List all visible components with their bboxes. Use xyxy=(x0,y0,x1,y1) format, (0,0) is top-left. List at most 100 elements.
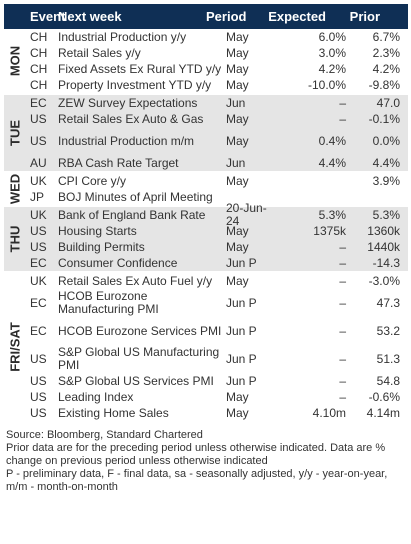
period-cell: May xyxy=(226,77,249,92)
day-label: TUE xyxy=(4,95,26,171)
prior-cell: 3.9% xyxy=(372,173,400,188)
prior-cell: 47.3 xyxy=(376,295,400,310)
period-cell: May xyxy=(226,239,249,254)
table-row: UK Retail Sales Ex Auto Fuel y/y May – -3.0% xyxy=(26,273,408,289)
country-cell: US xyxy=(30,405,47,420)
prior-cell: 4.2% xyxy=(372,61,400,76)
expected-cell: – xyxy=(339,351,346,366)
period-cell: May xyxy=(226,29,249,44)
event-cell: Industrial Production m/m xyxy=(58,133,195,148)
event-cell: Bank of England Bank Rate xyxy=(58,207,206,222)
table-row: EC HCOB Eurozone Manufacturing PMI Jun P – 4… xyxy=(26,289,408,317)
period-cell: May xyxy=(226,111,249,126)
table-row: EC ZEW Survey Expectations Jun – 47.0 xyxy=(26,95,408,111)
prior-cell: 4.4% xyxy=(372,155,400,170)
day-label: FRI/SAT xyxy=(4,273,26,421)
country-cell: AU xyxy=(30,155,47,170)
event-cell: RBA Cash Rate Target xyxy=(58,155,179,170)
period-cell: May xyxy=(226,389,249,404)
country-cell: US xyxy=(30,223,47,238)
period-cell: May xyxy=(226,45,249,60)
table-row: UK Bank of England Bank Rate 20-Jun-24 5.3%… xyxy=(26,202,408,228)
table-body: MON CH Industrial Production y/y May 6.0% 6.7… xyxy=(4,29,408,423)
table-row: US S&P Global US Services PMI Jun P – 54.8 xyxy=(26,373,408,389)
event-cell: Retail Sales Ex Auto & Gas xyxy=(58,111,204,126)
table-row: JP BOJ Minutes of April Meeting xyxy=(26,189,408,205)
header-expected: Expected xyxy=(268,9,326,24)
country-cell: EC xyxy=(30,323,47,338)
expected-cell: – xyxy=(339,255,346,270)
event-cell: Retail Sales y/y xyxy=(58,45,141,60)
event-cell: Fixed Assets Ex Rural YTD y/y xyxy=(58,61,222,76)
day-group: WED UK CPI Core y/y May 3.9% JP BOJ Minutes of… xyxy=(4,173,408,207)
event-cell: Existing Home Sales xyxy=(58,405,169,420)
table-row: EC Consumer Confidence Jun P – -14.3 xyxy=(26,255,408,271)
country-cell: CH xyxy=(30,77,48,92)
expected-cell: 6.0% xyxy=(318,29,346,44)
expected-cell: 4.10m xyxy=(312,405,346,420)
country-cell: EC xyxy=(30,255,47,270)
prior-cell: 51.3 xyxy=(376,351,400,366)
expected-cell: – xyxy=(339,111,346,126)
event-cell: Leading Index xyxy=(58,389,134,404)
prior-cell: 5.3% xyxy=(372,207,400,222)
event-cell: CPI Core y/y xyxy=(58,173,127,188)
country-cell: UK xyxy=(30,207,47,222)
period-cell: Jun P xyxy=(226,323,257,338)
prior-cell: -9.8% xyxy=(368,77,400,92)
expected-cell: – xyxy=(339,295,346,310)
day-group: THU UK Bank of England Bank Rate 20-Jun-24 5… xyxy=(4,202,408,273)
group-rows: UK Bank of England Bank Rate 20-Jun-24 5.3%… xyxy=(26,202,408,271)
day-label-text: THU xyxy=(7,225,23,253)
header-period: Period xyxy=(206,9,247,24)
period-cell: May xyxy=(226,133,249,148)
expected-cell: – xyxy=(339,239,346,254)
prior-cell: -0.1% xyxy=(368,111,400,126)
country-cell: US xyxy=(30,239,47,254)
event-cell: S&P Global US Manufacturing PMI xyxy=(58,345,220,372)
table-row: US Industrial Production m/m May 0.4% 0.0% xyxy=(26,127,408,155)
prior-cell: 2.3% xyxy=(372,45,400,60)
expected-cell: 4.4% xyxy=(318,155,346,170)
header-prior: Prior xyxy=(349,9,380,24)
expected-cell: 1375k xyxy=(313,223,346,238)
expected-cell: – xyxy=(339,373,346,388)
day-label: THU xyxy=(4,207,26,271)
expected-cell: 0.4% xyxy=(318,133,346,148)
period-cell: 20-Jun-24 xyxy=(226,201,267,228)
period-cell: Jun P xyxy=(226,295,257,310)
period-cell: May xyxy=(226,405,249,420)
table-row: CH Industrial Production y/y May 6.0% 6.7% xyxy=(26,29,408,45)
country-cell: UK xyxy=(30,273,47,288)
event-cell: Property Investment YTD y/y xyxy=(58,77,212,92)
event-cell: BOJ Minutes of April Meeting xyxy=(58,189,213,204)
table-header: Event Next week Period Expected Prior xyxy=(4,4,408,29)
country-cell: US xyxy=(30,373,47,388)
table-row: AU RBA Cash Rate Target Jun 4.4% 4.4% xyxy=(26,155,408,171)
day-label: MON xyxy=(4,29,26,93)
header-event: Event xyxy=(30,9,66,24)
header-next-week: Next week xyxy=(58,9,122,24)
country-cell: US xyxy=(30,389,47,404)
prior-cell: 54.8 xyxy=(376,373,400,388)
period-cell: Jun P xyxy=(226,373,257,388)
group-rows: EC ZEW Survey Expectations Jun – 47.0 US Retai… xyxy=(26,95,408,171)
event-cell: Industrial Production y/y xyxy=(58,29,187,44)
data-note: Prior data are for the preceding period … xyxy=(6,442,386,467)
event-cell: HCOB Eurozone Manufacturing PMI xyxy=(58,289,159,316)
abbreviation-note: P - preliminary data, F - final data, sa… xyxy=(6,468,388,493)
event-cell: ZEW Survey Expectations xyxy=(58,95,198,110)
country-cell: UK xyxy=(30,173,47,188)
country-cell: US xyxy=(30,111,47,126)
expected-cell: – xyxy=(339,389,346,404)
prior-cell: 1360k xyxy=(367,223,400,238)
table-row: US Housing Starts May 1375k 1360k xyxy=(26,223,408,239)
country-cell: CH xyxy=(30,29,48,44)
day-group: MON CH Industrial Production y/y May 6.0% 6.7… xyxy=(4,29,408,95)
country-cell: US xyxy=(30,133,47,148)
prior-cell: -14.3 xyxy=(372,255,400,270)
day-label-text: TUE xyxy=(7,120,23,146)
table-row: EC HCOB Eurozone Services PMI Jun P – 53.2 xyxy=(26,317,408,345)
expected-cell: 3.0% xyxy=(318,45,346,60)
period-cell: May xyxy=(226,273,249,288)
